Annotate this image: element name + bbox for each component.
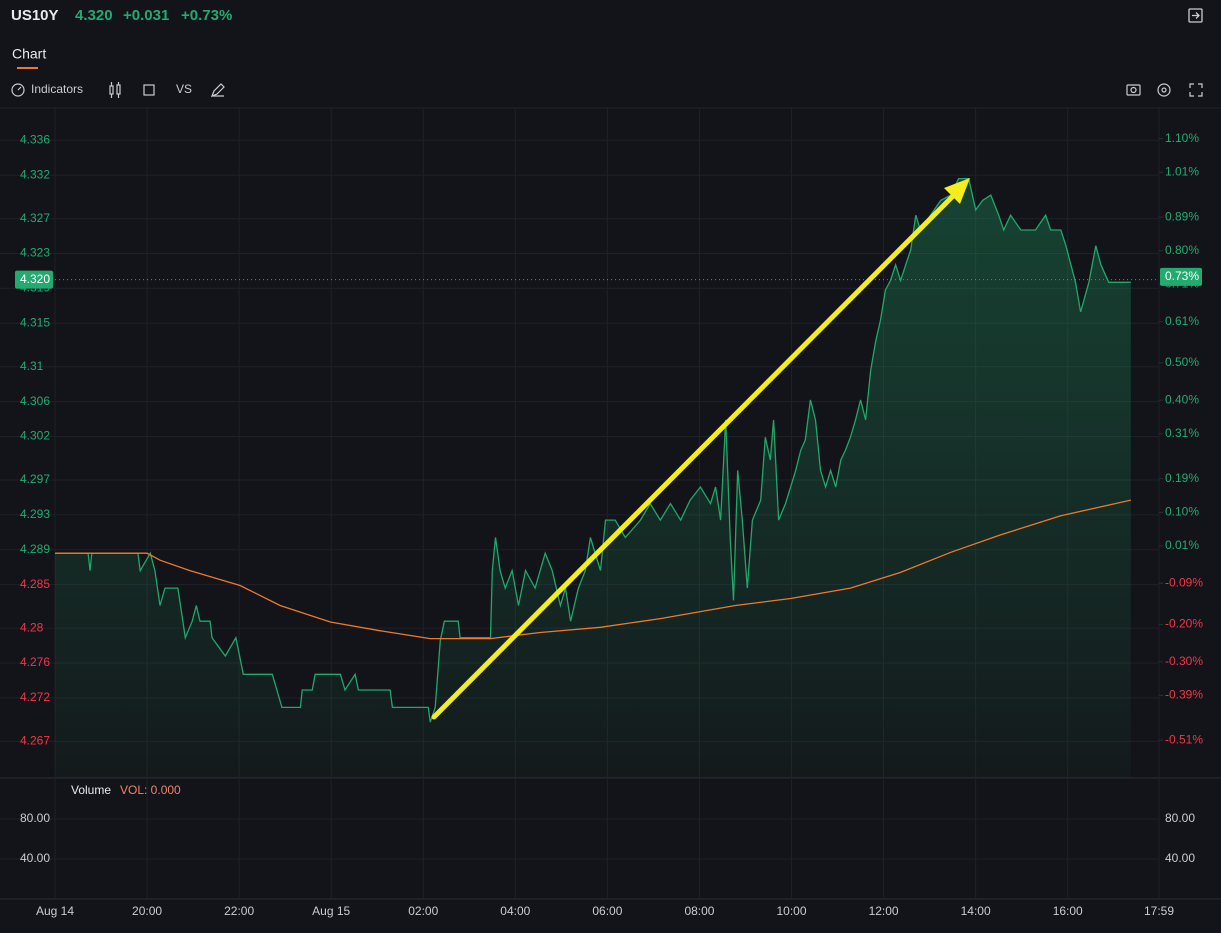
- x-tick-label: 14:00: [961, 904, 991, 918]
- fullscreen-icon[interactable]: [1189, 83, 1203, 97]
- y-tick-label: 4.28: [20, 620, 44, 634]
- y2-tick-label: 1.10%: [1165, 131, 1199, 145]
- price: 4.320: [75, 7, 113, 24]
- y-tick-label: 4.315: [20, 315, 50, 329]
- y2-tick-label: 0.19%: [1165, 471, 1199, 485]
- change-pct: +0.73%: [181, 7, 232, 24]
- candle-icon[interactable]: [109, 82, 121, 98]
- volume-tick-label: 40.00: [1165, 851, 1195, 865]
- exit-icon[interactable]: [1188, 8, 1203, 23]
- volume-title: Volume: [71, 783, 111, 797]
- volume-tick-label: 40.00: [20, 851, 50, 865]
- x-tick-label: 20:00: [132, 904, 162, 918]
- volume-tick-label: 80.00: [1165, 811, 1195, 825]
- y2-tick-label: 0.10%: [1165, 504, 1199, 518]
- x-tick-label: Aug 15: [312, 904, 350, 918]
- change: +0.031: [123, 7, 169, 24]
- moving-average-line: [55, 499, 1131, 640]
- y-tick-label: 4.323: [20, 246, 50, 260]
- tab-underline: [17, 67, 38, 69]
- last-price-tag: [15, 270, 53, 289]
- draw-icon[interactable]: [210, 83, 225, 98]
- y2-tick-label: -0.09%: [1165, 575, 1203, 589]
- y2-tick-label: -0.20%: [1165, 617, 1203, 631]
- y2-tick-label: 1.01%: [1165, 164, 1199, 178]
- y-tick-label: 4.276: [20, 655, 50, 669]
- x-tick-label: 22:00: [224, 904, 254, 918]
- camera-icon[interactable]: [1126, 84, 1141, 96]
- x-tick-label: Aug 14: [36, 904, 74, 918]
- x-tick-label: 10:00: [777, 904, 807, 918]
- bar-type-icon[interactable]: [143, 84, 155, 96]
- symbol[interactable]: US10Y: [11, 7, 59, 24]
- price-area: [55, 178, 1131, 779]
- settings-icon[interactable]: [1157, 83, 1171, 97]
- y2-tick-label: 0.89%: [1165, 209, 1199, 223]
- y2-tick-label: -0.30%: [1165, 654, 1203, 668]
- y2-tick-label: -0.39%: [1165, 688, 1203, 702]
- indicators-button[interactable]: Indicators: [31, 82, 83, 96]
- trend-arrow: [431, 178, 970, 720]
- indicator-icon[interactable]: [11, 83, 25, 97]
- y-tick-label: 4.306: [20, 394, 50, 408]
- y-tick-label: 4.297: [20, 472, 50, 486]
- compare-button[interactable]: VS: [176, 82, 192, 96]
- y2-tick-label: 0.01%: [1165, 538, 1199, 552]
- y-tick-label: 4.285: [20, 577, 50, 591]
- price-line: [55, 177, 1131, 723]
- volume-tick-label: 80.00: [20, 811, 50, 825]
- x-tick-label: 08:00: [684, 904, 714, 918]
- x-tick-label: 04:00: [500, 904, 530, 918]
- y-tick-label: 4.332: [20, 167, 50, 181]
- y-tick-label: 4.31: [20, 359, 44, 373]
- y-tick-label: 4.327: [20, 211, 50, 225]
- x-tick-label: 12:00: [869, 904, 899, 918]
- x-tick-label: 16:00: [1053, 904, 1083, 918]
- y2-tick-label: 0.31%: [1165, 426, 1199, 440]
- chart-tab[interactable]: Chart: [12, 46, 46, 62]
- y-tick-label: 4.267: [20, 734, 50, 748]
- y-tick-label: 4.336: [20, 132, 50, 146]
- x-tick-label: 02:00: [408, 904, 438, 918]
- y2-tick-label: 0.50%: [1165, 355, 1199, 369]
- y2-tick-label: 0.40%: [1165, 392, 1199, 406]
- last-pct-tag: [1160, 267, 1202, 286]
- y-tick-label: 4.272: [20, 690, 50, 704]
- volume-readout: VOL: 0.000: [120, 783, 181, 797]
- y2-tick-label: -0.51%: [1165, 732, 1203, 746]
- y-tick-label: 4.289: [20, 542, 50, 556]
- y-tick-label: 4.302: [20, 429, 50, 443]
- y2-tick-label: 0.80%: [1165, 243, 1199, 257]
- y-tick-label: 4.293: [20, 507, 50, 521]
- y2-tick-label: 0.61%: [1165, 314, 1199, 328]
- x-tick-label: 17:59: [1144, 904, 1174, 918]
- x-tick-label: 06:00: [592, 904, 622, 918]
- last-price-label: 4.320: [20, 272, 50, 286]
- last-pct-label: 0.73%: [1165, 269, 1199, 283]
